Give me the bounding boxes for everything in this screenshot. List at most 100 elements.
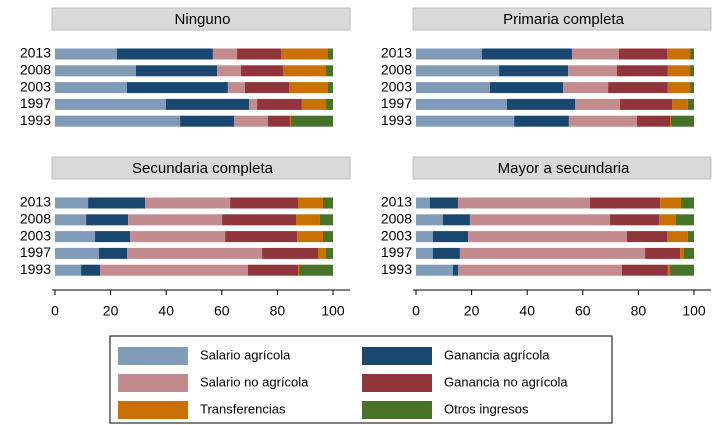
bar — [81, 264, 101, 276]
bar — [55, 82, 128, 94]
x-tick-label: 80 — [631, 303, 647, 319]
x-tick-label: 40 — [158, 303, 174, 319]
legend-label: Ganancia no agrícola — [444, 374, 568, 389]
bar — [690, 82, 694, 94]
bar — [467, 231, 628, 243]
bar — [55, 48, 117, 60]
bar — [452, 264, 458, 276]
bar — [568, 65, 617, 77]
bar — [326, 247, 333, 259]
bar — [416, 247, 433, 259]
y-tick-label: 1997 — [20, 95, 51, 111]
legend-swatch — [362, 374, 432, 392]
legend-swatch — [362, 347, 432, 365]
y-tick-label: 1993 — [381, 261, 412, 277]
bar — [301, 98, 327, 110]
bar — [212, 48, 238, 60]
bar — [667, 264, 671, 276]
bar — [291, 115, 333, 127]
bar — [130, 231, 226, 243]
bar — [244, 82, 290, 94]
bar — [459, 247, 646, 259]
legend-label: Otros ingresos — [444, 401, 529, 416]
panel-strip — [51, 7, 351, 31]
bar — [128, 214, 223, 226]
legend-swatch — [362, 401, 432, 419]
x-tick-label: 60 — [214, 303, 230, 319]
bar — [297, 197, 323, 209]
y-tick-label: 2003 — [20, 227, 51, 243]
bar — [145, 197, 231, 209]
bar — [55, 197, 89, 209]
y-tick-label: 1997 — [20, 244, 51, 260]
bar — [88, 197, 146, 209]
bar — [322, 197, 333, 209]
bar — [297, 231, 323, 243]
bar — [217, 65, 241, 77]
bar — [289, 115, 292, 127]
bar — [240, 65, 283, 77]
x-tick-label: 60 — [575, 303, 591, 319]
legend-swatch — [118, 374, 188, 392]
bar — [575, 98, 621, 110]
bar — [457, 197, 591, 209]
bar — [429, 197, 458, 209]
y-tick-label: 2003 — [381, 227, 412, 243]
y-tick-label: 2013 — [20, 194, 51, 210]
bar — [234, 115, 268, 127]
bar — [416, 115, 515, 127]
bar — [469, 214, 611, 226]
legend-label: Salario no agrícola — [200, 374, 309, 389]
bar — [590, 197, 661, 209]
legend-swatch — [118, 347, 188, 365]
y-tick-label: 2013 — [20, 45, 51, 61]
bar — [296, 214, 320, 226]
bar — [667, 82, 691, 94]
legend-label: Ganancia agrícola — [444, 347, 550, 362]
bar — [687, 98, 694, 110]
y-tick-label: 1997 — [381, 95, 412, 111]
x-tick-label: 40 — [519, 303, 535, 319]
bar — [680, 197, 694, 209]
bar — [322, 231, 333, 243]
y-tick-label: 2003 — [381, 78, 412, 94]
bar — [675, 214, 694, 226]
bar — [416, 82, 490, 94]
panel-title: Ninguno — [175, 11, 231, 28]
bar — [683, 247, 694, 259]
bar — [620, 98, 673, 110]
x-tick-label: 80 — [270, 303, 286, 319]
x-tick-label: 100 — [321, 303, 345, 319]
bar — [247, 264, 298, 276]
x-tick-label: 20 — [464, 303, 480, 319]
bar — [317, 247, 327, 259]
bar — [658, 214, 676, 226]
bar — [289, 82, 328, 94]
legend-box — [109, 335, 613, 424]
bar — [95, 231, 131, 243]
bar — [499, 65, 569, 77]
bar — [416, 264, 453, 276]
bar — [481, 48, 572, 60]
bar — [230, 197, 298, 209]
bar — [127, 247, 263, 259]
legend-label: Transferencias — [200, 401, 286, 416]
bar — [608, 82, 668, 94]
bar — [616, 65, 668, 77]
bar — [667, 231, 688, 243]
bar — [98, 247, 128, 259]
y-tick-label: 2008 — [381, 211, 412, 227]
bar — [326, 65, 333, 77]
bar — [100, 264, 248, 276]
legend-swatch — [118, 401, 188, 419]
bar — [227, 82, 245, 94]
bar — [610, 214, 659, 226]
x-tick-label: 20 — [103, 303, 119, 319]
bar — [489, 82, 564, 94]
bar — [621, 264, 668, 276]
bar — [55, 98, 166, 110]
y-tick-label: 2003 — [20, 78, 51, 94]
bar — [690, 65, 694, 77]
bar — [687, 231, 694, 243]
